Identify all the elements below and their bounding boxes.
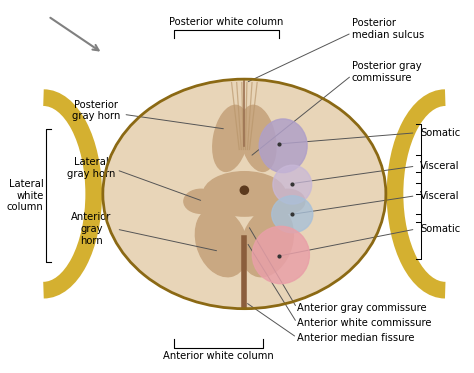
Text: Visceral: Visceral bbox=[420, 161, 460, 171]
Ellipse shape bbox=[271, 189, 305, 213]
Text: Somatic: Somatic bbox=[420, 224, 460, 234]
Text: Visceral: Visceral bbox=[420, 191, 460, 201]
Ellipse shape bbox=[184, 189, 218, 213]
Text: Lateral
gray horn: Lateral gray horn bbox=[67, 157, 116, 179]
Text: Lateral
white
column: Lateral white column bbox=[7, 179, 44, 212]
Text: Anterior white commissure: Anterior white commissure bbox=[297, 318, 431, 328]
Ellipse shape bbox=[240, 105, 276, 172]
Text: Posterior gray
commissure: Posterior gray commissure bbox=[352, 61, 421, 82]
Text: Posterior
median sulcus: Posterior median sulcus bbox=[352, 18, 424, 40]
Ellipse shape bbox=[252, 226, 310, 284]
Ellipse shape bbox=[203, 172, 285, 216]
Ellipse shape bbox=[224, 177, 265, 211]
Ellipse shape bbox=[213, 105, 248, 172]
Text: Anterior gray commissure: Anterior gray commissure bbox=[297, 303, 427, 313]
Text: Posterior
gray horn: Posterior gray horn bbox=[72, 100, 120, 121]
Ellipse shape bbox=[241, 207, 293, 277]
Text: Anterior
gray
horn: Anterior gray horn bbox=[71, 213, 111, 246]
Ellipse shape bbox=[272, 196, 313, 233]
Ellipse shape bbox=[273, 165, 312, 204]
Ellipse shape bbox=[195, 207, 248, 277]
Text: Anterior median fissure: Anterior median fissure bbox=[297, 333, 414, 342]
Text: Anterior white column: Anterior white column bbox=[163, 351, 273, 361]
Circle shape bbox=[103, 79, 386, 309]
Text: Somatic: Somatic bbox=[420, 128, 460, 138]
Ellipse shape bbox=[259, 119, 307, 173]
Ellipse shape bbox=[240, 186, 248, 194]
Text: Posterior white column: Posterior white column bbox=[169, 16, 283, 26]
